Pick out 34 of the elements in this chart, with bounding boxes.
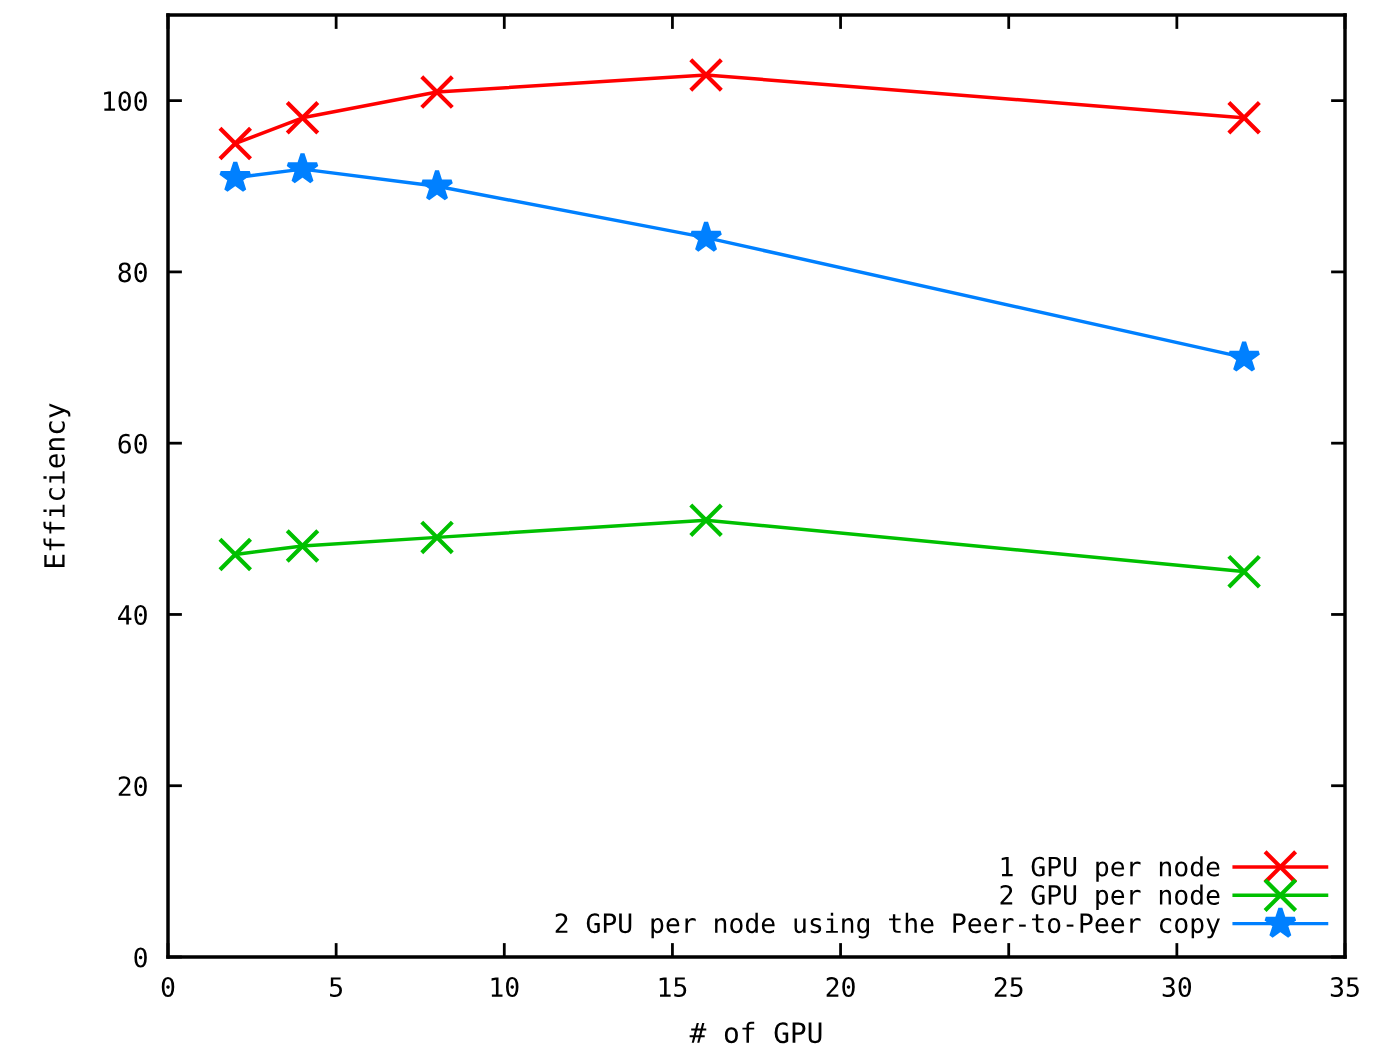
- point: [688, 502, 724, 538]
- point: [218, 160, 252, 193]
- point: [420, 168, 454, 201]
- y-tick-label: 40: [118, 604, 147, 625]
- point: [688, 57, 724, 93]
- y-tick-label: 20: [118, 776, 147, 797]
- x-tick-label: 30: [1162, 977, 1192, 998]
- point: [419, 520, 455, 555]
- y-axis-title: Efficiency: [43, 403, 71, 567]
- point: [285, 151, 320, 184]
- point: [1226, 100, 1262, 136]
- x-tick-label: 20: [826, 977, 855, 998]
- point: [1226, 554, 1262, 589]
- x-tick-label: 10: [491, 977, 519, 998]
- legend-label: 1 GPU per node: [1001, 856, 1220, 882]
- y-tick-label: 100: [104, 91, 147, 112]
- point: [1227, 340, 1261, 372]
- x-tick-label: 15: [659, 977, 687, 998]
- legend-label: 2 GPU per node using the Peer-to-Peer copy: [555, 912, 1220, 939]
- x-axis-title: # of GPU: [689, 1021, 822, 1044]
- point: [285, 528, 320, 564]
- y-tick-label: 60: [118, 433, 147, 454]
- y-tick-label: 80: [118, 262, 147, 283]
- point: [217, 126, 253, 161]
- y-tick-label: 0: [134, 947, 147, 968]
- x-tick-label: 25: [994, 977, 1023, 998]
- point: [689, 220, 723, 253]
- point: [217, 537, 253, 572]
- legend-label: 2 GPU per node: [1000, 884, 1220, 911]
- point: [285, 100, 320, 136]
- x-tick-label: 5: [330, 977, 342, 998]
- x-tick-label: 35: [1330, 977, 1359, 998]
- point: [419, 74, 455, 110]
- x-tick-label: 0: [161, 977, 175, 998]
